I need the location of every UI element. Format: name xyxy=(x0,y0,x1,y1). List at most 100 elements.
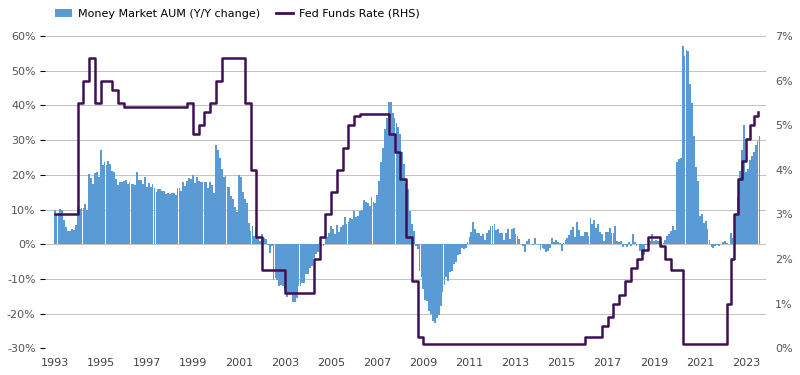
Bar xyxy=(332,229,334,244)
Bar xyxy=(718,244,720,246)
Bar xyxy=(647,244,649,245)
Bar xyxy=(730,232,731,244)
Bar xyxy=(155,192,158,244)
Bar xyxy=(361,210,363,244)
Bar xyxy=(513,228,514,244)
Bar xyxy=(418,244,421,271)
Bar xyxy=(240,177,242,244)
Bar xyxy=(203,182,206,244)
Bar xyxy=(457,244,459,255)
Bar xyxy=(278,244,280,285)
Bar xyxy=(686,50,687,244)
Bar xyxy=(743,124,745,244)
Bar xyxy=(144,177,146,244)
Bar xyxy=(532,244,534,245)
Bar xyxy=(716,244,718,245)
Bar xyxy=(85,204,86,244)
Bar xyxy=(518,239,520,244)
Bar xyxy=(442,244,443,292)
Bar xyxy=(92,184,94,244)
Bar xyxy=(703,224,705,244)
Bar xyxy=(162,191,163,244)
Bar xyxy=(265,239,266,244)
Bar xyxy=(413,231,414,244)
Bar xyxy=(186,181,188,244)
Bar xyxy=(411,224,413,244)
Bar xyxy=(546,244,547,252)
Bar xyxy=(526,241,528,244)
Bar xyxy=(232,199,234,244)
Bar xyxy=(200,182,202,244)
Bar xyxy=(102,165,103,244)
Bar xyxy=(303,244,306,283)
Bar xyxy=(313,244,315,258)
Bar xyxy=(322,244,325,246)
Bar xyxy=(94,172,96,244)
Bar xyxy=(254,236,255,244)
Bar xyxy=(453,244,455,264)
Bar xyxy=(67,231,69,244)
Bar xyxy=(490,226,491,244)
Bar xyxy=(470,232,472,244)
Bar xyxy=(225,176,226,244)
Bar xyxy=(588,236,590,244)
Bar xyxy=(69,231,71,244)
Bar xyxy=(430,244,432,314)
Bar xyxy=(590,218,591,244)
Bar xyxy=(447,244,450,281)
Bar xyxy=(350,218,351,244)
Bar xyxy=(355,217,357,244)
Bar xyxy=(82,209,84,244)
Bar xyxy=(394,118,395,244)
Bar xyxy=(462,244,465,249)
Bar xyxy=(505,233,507,244)
Bar xyxy=(181,191,182,244)
Bar xyxy=(392,113,394,244)
Bar xyxy=(598,224,599,244)
Bar xyxy=(455,244,457,262)
Bar xyxy=(100,150,102,244)
Bar xyxy=(347,222,350,244)
Bar xyxy=(198,181,199,244)
Bar xyxy=(459,244,461,254)
Bar xyxy=(605,232,606,244)
Bar xyxy=(528,239,530,244)
Bar xyxy=(222,177,225,244)
Bar xyxy=(110,164,111,244)
Bar xyxy=(666,236,668,244)
Bar xyxy=(566,238,568,244)
Bar xyxy=(706,229,709,244)
Bar xyxy=(177,188,178,244)
Bar xyxy=(365,202,366,244)
Bar xyxy=(690,84,691,244)
Bar xyxy=(236,212,238,244)
Bar xyxy=(561,244,562,250)
Bar xyxy=(173,194,174,244)
Bar xyxy=(169,194,170,244)
Bar xyxy=(171,193,173,244)
Bar xyxy=(259,241,261,244)
Bar xyxy=(620,241,622,244)
Bar xyxy=(440,244,442,306)
Bar xyxy=(657,241,658,244)
Bar xyxy=(107,161,110,244)
Bar xyxy=(344,217,346,244)
Bar xyxy=(351,219,354,244)
Bar xyxy=(133,184,134,244)
Bar xyxy=(557,242,558,244)
Bar xyxy=(255,227,257,244)
Bar xyxy=(438,244,440,315)
Bar xyxy=(624,244,626,245)
Bar xyxy=(649,241,651,244)
Bar xyxy=(551,238,553,244)
Bar xyxy=(450,244,451,272)
Bar xyxy=(547,244,549,251)
Bar xyxy=(714,244,716,246)
Bar xyxy=(710,244,712,247)
Bar xyxy=(570,230,572,244)
Bar xyxy=(510,229,513,244)
Bar xyxy=(732,238,734,244)
Bar xyxy=(81,208,82,244)
Bar xyxy=(378,181,380,244)
Bar xyxy=(167,194,169,244)
